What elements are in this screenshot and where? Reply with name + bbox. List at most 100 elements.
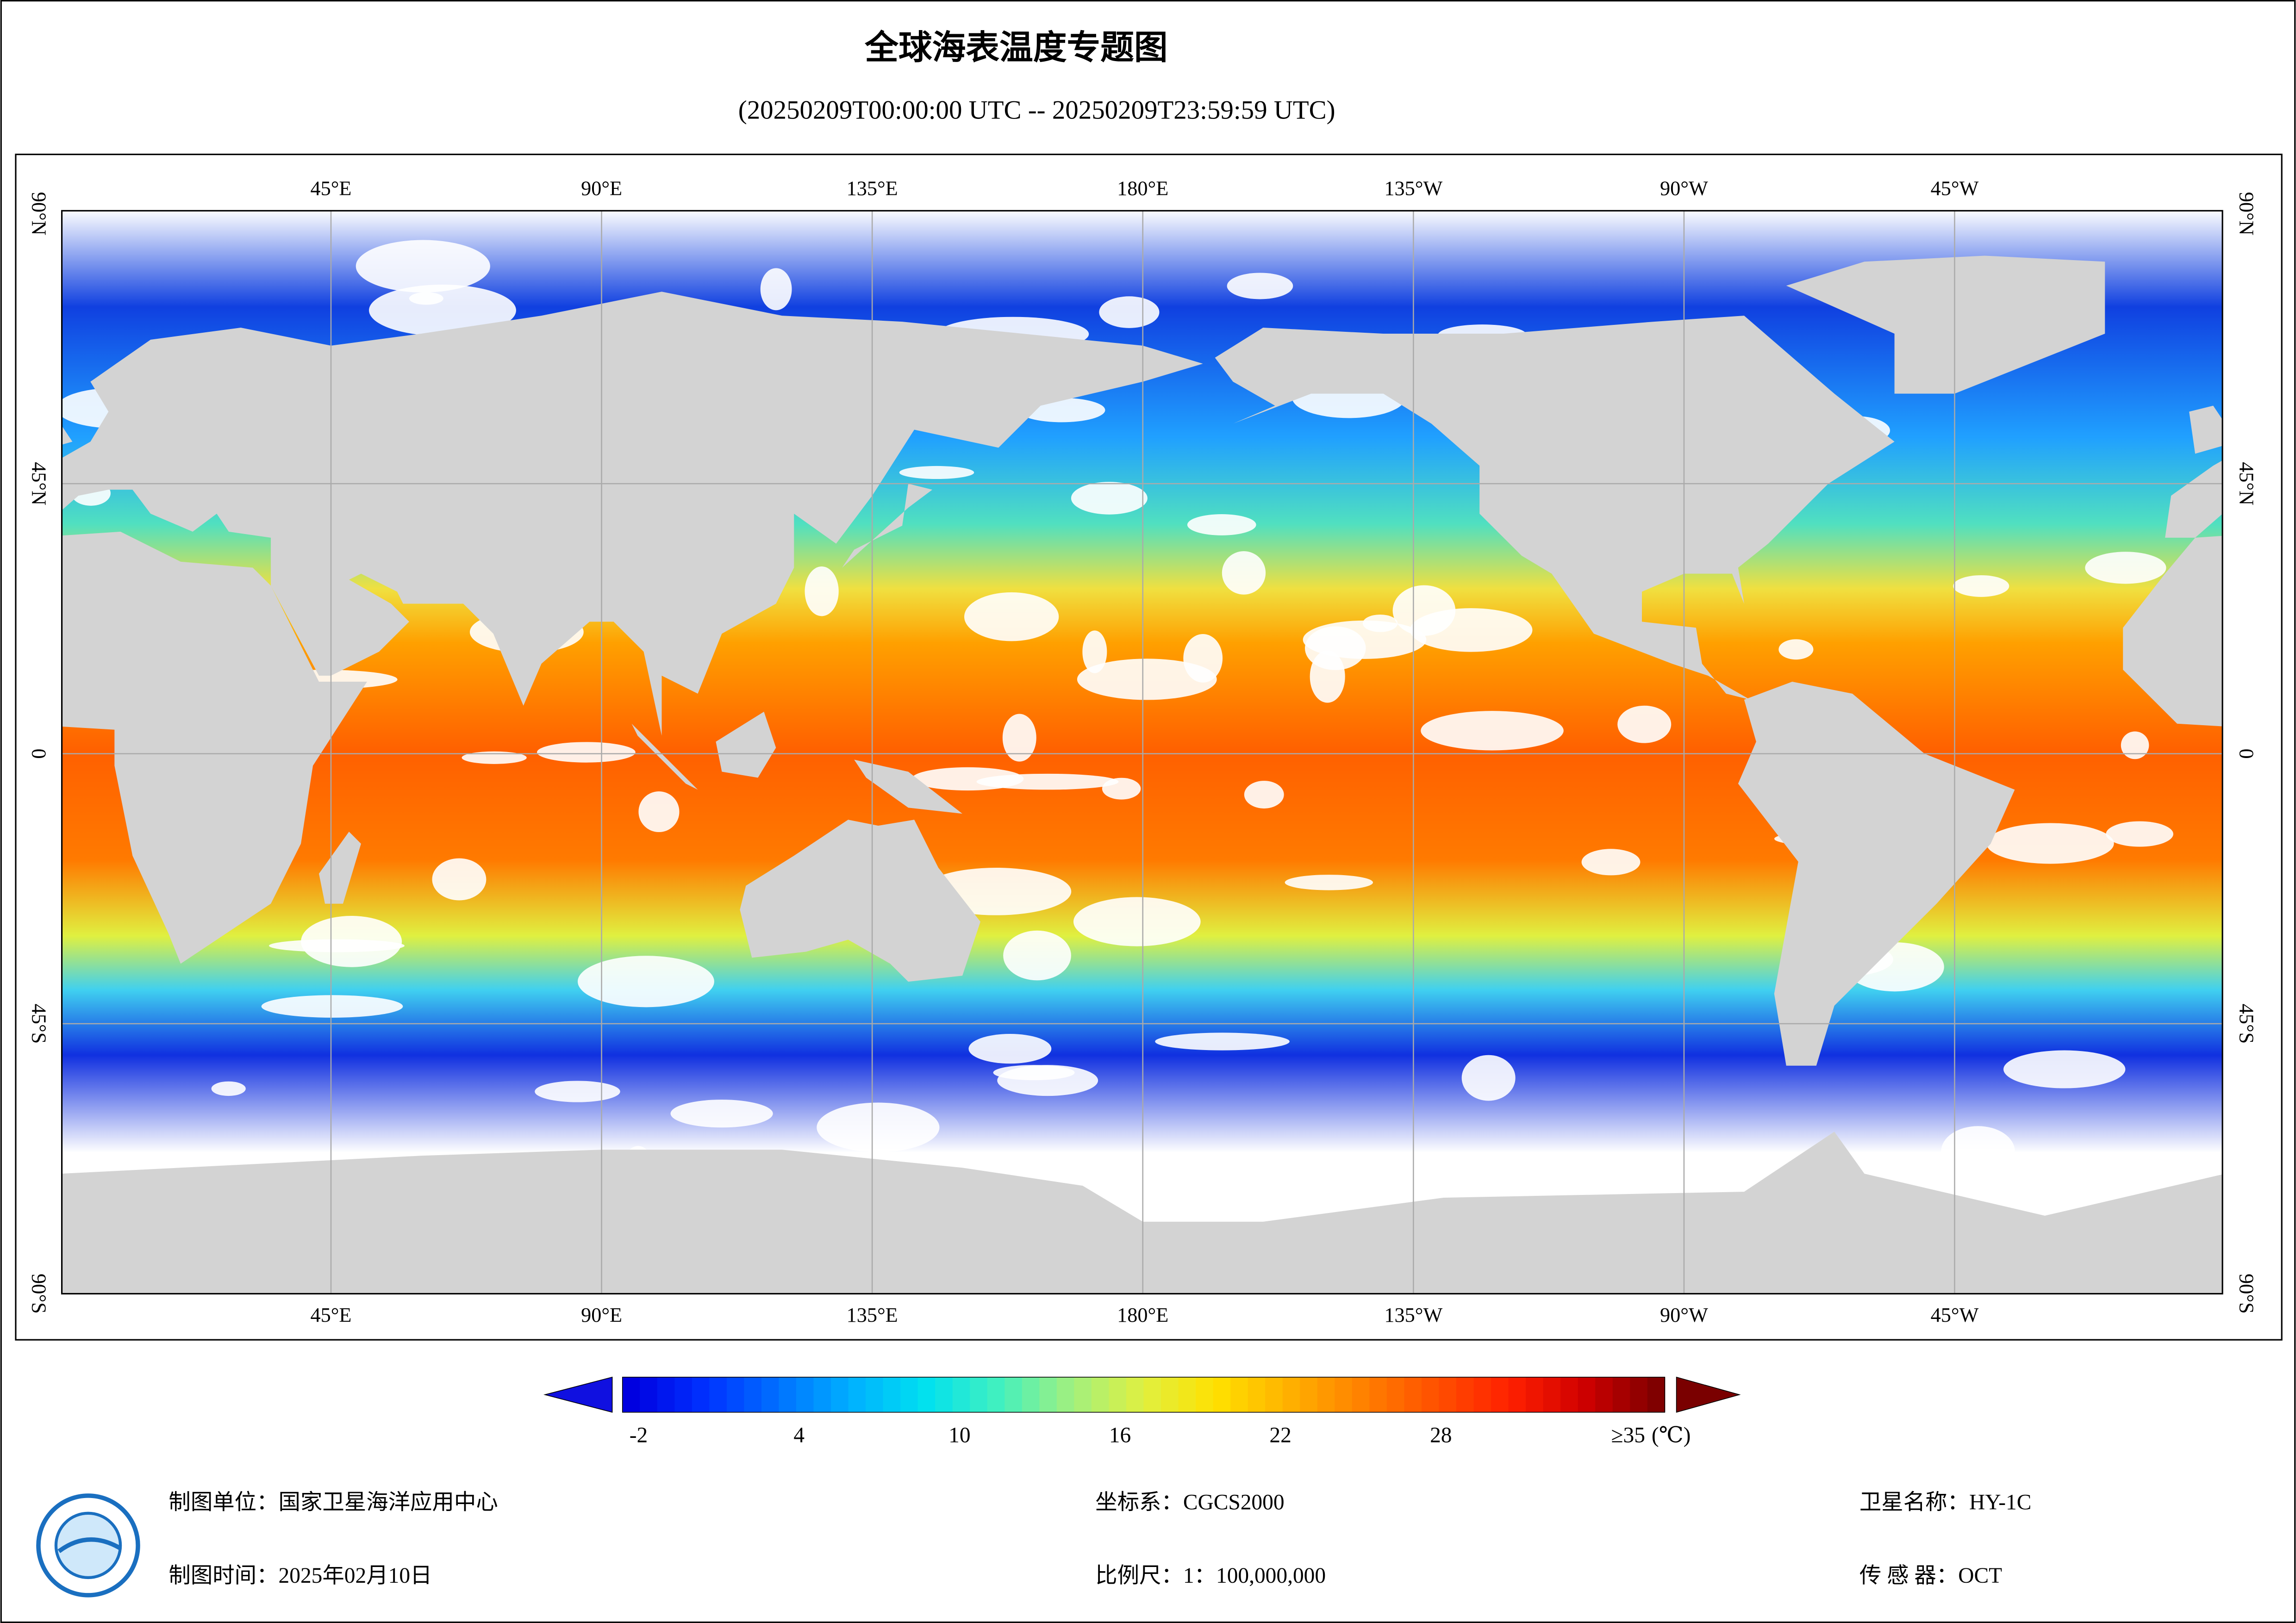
land: [740, 820, 980, 982]
longitude-label: 135°E: [847, 177, 898, 199]
colorbar-cell: [917, 1377, 936, 1412]
logo: [36, 1493, 140, 1598]
land: [2189, 405, 2223, 454]
colorbar-cell: [1491, 1377, 1509, 1412]
land: [2165, 460, 2223, 538]
colorbar-cell: [1473, 1377, 1491, 1412]
cloud: [993, 1065, 1075, 1081]
longitude-label: 45°W: [1931, 1304, 1979, 1326]
colorbar-cell: [796, 1377, 814, 1412]
colorbar-cell: [987, 1377, 1005, 1412]
latitude-label: 90°S: [28, 1274, 50, 1314]
land: [1786, 255, 2105, 394]
land: [854, 759, 963, 814]
colorbar-cell: [1300, 1377, 1318, 1412]
producer: 制图单位：国家卫星海洋应用中心: [168, 1491, 498, 1515]
colorbar-cell: [1196, 1377, 1214, 1412]
colorbar-cell: [1439, 1377, 1457, 1412]
colorbar-cell: [1178, 1377, 1197, 1412]
cloud: [535, 1081, 620, 1102]
cloud: [817, 1102, 940, 1152]
colorbar-cell: [1543, 1377, 1561, 1412]
latitude-label: 45°S: [28, 1004, 50, 1044]
colorbar-cell: [744, 1377, 762, 1412]
subtitle: (20250209T00:00:00 UTC -- 20250209T23:59…: [738, 96, 1335, 125]
latitude-label: 90°N: [2235, 192, 2258, 236]
cloud: [462, 751, 527, 764]
colorbar-outline: [622, 1376, 1666, 1413]
map-border: [61, 210, 2223, 1295]
cloud: [2003, 1050, 2126, 1088]
cloud: [976, 773, 1119, 790]
latitude-label: 45°S: [2235, 1004, 2258, 1044]
satellite: 卫星名称：HY-1C: [1859, 1491, 2031, 1515]
colorbar-cell: [1560, 1377, 1578, 1412]
latitude-label: 90°N: [28, 192, 50, 236]
colorbar-cell: [1161, 1377, 1179, 1412]
colorbar-cell: [622, 1377, 641, 1412]
cloud: [1099, 296, 1160, 328]
colorbar-cell: [813, 1377, 831, 1412]
latitude-label: 45°N: [28, 462, 50, 505]
cloud: [1617, 705, 1672, 743]
colorbar-cell: [1282, 1377, 1301, 1412]
cloud: [578, 956, 714, 1007]
cloud: [1073, 897, 1201, 946]
land: [62, 426, 73, 445]
colorbar-cell: [1213, 1377, 1231, 1412]
cloud: [968, 1033, 1052, 1064]
cloud: [1071, 482, 1148, 515]
land: [1738, 682, 2015, 1066]
colorbar-cell: [1126, 1377, 1144, 1412]
cloud: [1155, 1032, 1290, 1051]
cloud: [1778, 639, 1814, 660]
colorbar-tick-label: 4: [793, 1423, 805, 1447]
colorbar-cell: [1022, 1377, 1040, 1412]
cloud: [1187, 514, 1256, 535]
colorbar-cell: [866, 1377, 884, 1412]
cloud: [1581, 849, 1641, 876]
longitude-label: 90°W: [1660, 1304, 1708, 1326]
longitude-label: 45°E: [310, 1304, 351, 1326]
colorbar-cell: [726, 1377, 745, 1412]
land: [319, 832, 361, 904]
land: [2123, 535, 2223, 727]
colorbar-cell: [1091, 1377, 1110, 1412]
land: [1215, 316, 1895, 700]
cloud: [1077, 659, 1217, 700]
colorbar-cell: [831, 1377, 849, 1412]
colorbar-cell: [640, 1377, 658, 1412]
cloud: [369, 284, 516, 336]
cloud: [1310, 650, 1345, 703]
colorbar-tick-label: 10: [948, 1423, 970, 1447]
land: [842, 484, 933, 568]
cloud: [356, 240, 490, 292]
cloud: [1941, 1126, 2015, 1177]
cloud: [537, 742, 636, 763]
cloud: [409, 292, 443, 305]
cloud: [1186, 1168, 1293, 1214]
colorbar-cell: [1056, 1377, 1075, 1412]
cloud: [638, 791, 680, 833]
coordinate-system: 坐标系：CGCS2000: [1095, 1491, 1284, 1515]
colorbar-cell: [1143, 1377, 1161, 1412]
longitude-label: 135°W: [1384, 1304, 1442, 1326]
colorbar-cell: [1004, 1377, 1023, 1412]
longitude-label: 180°E: [1117, 1304, 1168, 1326]
colorbar-cell: [761, 1377, 780, 1412]
longitude-label: 45°W: [1931, 177, 1979, 199]
longitude-label: 90°W: [1660, 177, 1708, 199]
cloud: [1227, 273, 1293, 299]
colorbar-cell: [657, 1377, 675, 1412]
colorbar-cell: [1630, 1377, 1648, 1412]
title: 全球海表温度专题图: [864, 28, 1167, 68]
cloud: [1986, 823, 2114, 864]
latitude-label: 90°S: [2235, 1274, 2258, 1314]
colorbar-cell: [900, 1377, 918, 1412]
colorbar-high-arrow: [1676, 1376, 1741, 1413]
colorbar-cell: [848, 1377, 867, 1412]
colorbar-cell: [1421, 1377, 1440, 1412]
colorbar-cell: [1508, 1377, 1527, 1412]
colorbar-cell: [1612, 1377, 1631, 1412]
